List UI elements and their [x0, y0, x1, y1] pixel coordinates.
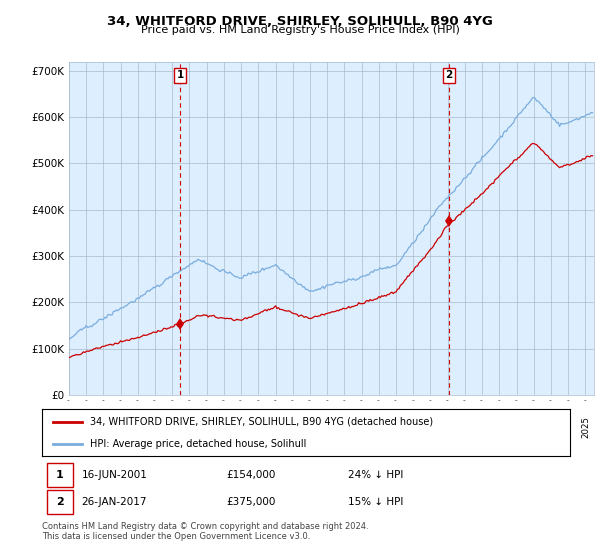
Text: 2012: 2012 [357, 416, 366, 437]
Text: 2018: 2018 [460, 416, 469, 437]
Text: 2016: 2016 [426, 416, 435, 437]
Text: 2007: 2007 [271, 416, 280, 437]
Text: 16-JUN-2001: 16-JUN-2001 [82, 470, 148, 480]
Text: 2022: 2022 [529, 416, 538, 437]
Text: Contains HM Land Registry data © Crown copyright and database right 2024.
This d: Contains HM Land Registry data © Crown c… [42, 522, 368, 542]
Text: 2003: 2003 [202, 416, 211, 437]
Text: 2017: 2017 [443, 416, 452, 437]
Text: 2006: 2006 [254, 416, 263, 437]
Text: 2024: 2024 [563, 416, 572, 437]
Text: 1998: 1998 [116, 416, 125, 437]
Text: 2023: 2023 [547, 416, 556, 437]
Text: 1: 1 [176, 71, 184, 81]
Text: £154,000: £154,000 [227, 470, 276, 480]
Text: 2002: 2002 [185, 416, 194, 437]
Text: 2000: 2000 [151, 416, 160, 437]
Text: 1995: 1995 [65, 416, 74, 437]
Text: 2013: 2013 [374, 416, 383, 437]
Text: 2009: 2009 [305, 416, 314, 437]
Text: 1: 1 [56, 470, 64, 480]
Text: 2014: 2014 [392, 416, 401, 437]
Text: 15% ↓ HPI: 15% ↓ HPI [348, 497, 404, 507]
Text: 1999: 1999 [133, 416, 142, 437]
Text: 24% ↓ HPI: 24% ↓ HPI [348, 470, 404, 480]
Text: 2025: 2025 [581, 416, 590, 437]
Text: 34, WHITFORD DRIVE, SHIRLEY, SOLIHULL, B90 4YG (detached house): 34, WHITFORD DRIVE, SHIRLEY, SOLIHULL, B… [89, 417, 433, 427]
Text: 2010: 2010 [323, 416, 332, 437]
Text: 26-JAN-2017: 26-JAN-2017 [82, 497, 147, 507]
Text: 2001: 2001 [168, 416, 177, 437]
Text: 2020: 2020 [495, 416, 504, 437]
Text: 2015: 2015 [409, 416, 418, 437]
Text: 1996: 1996 [82, 416, 91, 437]
Bar [47, 463, 73, 487]
Text: 2004: 2004 [220, 416, 229, 437]
Text: 2: 2 [445, 71, 452, 81]
Text: 2005: 2005 [236, 416, 245, 437]
Text: Price paid vs. HM Land Registry's House Price Index (HPI): Price paid vs. HM Land Registry's House … [140, 25, 460, 35]
Text: 2: 2 [56, 497, 64, 507]
Text: 2008: 2008 [288, 416, 297, 437]
Text: £375,000: £375,000 [227, 497, 276, 507]
Text: 2019: 2019 [478, 416, 487, 437]
Text: 1997: 1997 [99, 416, 108, 437]
Text: 2011: 2011 [340, 416, 349, 437]
Text: 34, WHITFORD DRIVE, SHIRLEY, SOLIHULL, B90 4YG: 34, WHITFORD DRIVE, SHIRLEY, SOLIHULL, B… [107, 15, 493, 27]
Text: HPI: Average price, detached house, Solihull: HPI: Average price, detached house, Soli… [89, 438, 306, 449]
Bar [47, 491, 73, 514]
Text: 2021: 2021 [512, 416, 521, 437]
